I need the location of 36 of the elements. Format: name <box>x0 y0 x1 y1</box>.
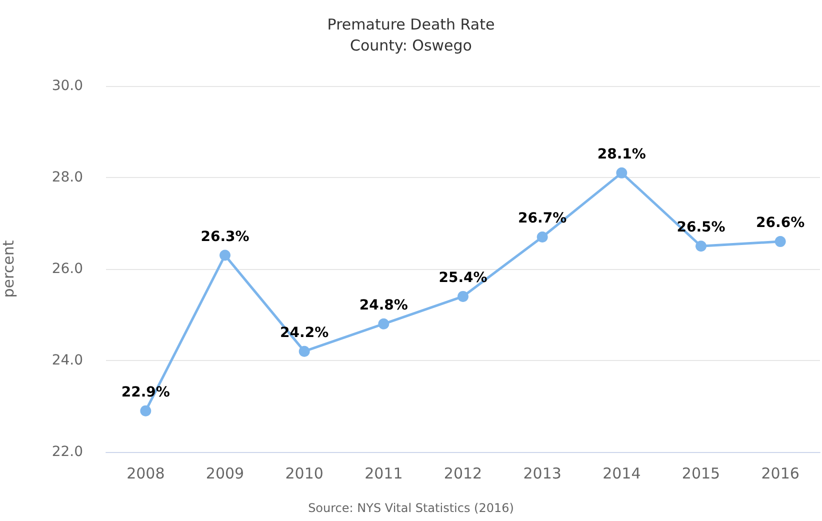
data-label: 26.7% <box>518 210 567 226</box>
data-label: 28.1% <box>597 146 646 162</box>
source-note: Source: NYS Vital Statistics (2016) <box>308 501 514 515</box>
point <box>616 167 628 178</box>
data-label: 25.4% <box>438 270 488 286</box>
data-label: 26.5% <box>676 220 726 236</box>
y-axis-title: percent <box>0 240 18 298</box>
point <box>696 240 706 252</box>
data-label: 26.3% <box>200 228 250 245</box>
x-tick-label: 2010 <box>285 464 324 482</box>
data-label: 26.6% <box>756 215 805 232</box>
point <box>458 290 468 302</box>
point <box>140 405 152 416</box>
data-label: 22.9% <box>121 384 170 400</box>
data-label: 24.2% <box>280 324 329 341</box>
y-tick-label: 26.0 <box>52 261 83 277</box>
chart-subtitle: County: Oswego <box>350 36 472 54</box>
point <box>220 250 230 261</box>
x-tick-label: 2011 <box>364 464 403 482</box>
x-tick-label: 2013 <box>523 464 562 482</box>
y-tick-label: 28.0 <box>52 170 83 186</box>
point <box>378 318 390 330</box>
point <box>774 236 786 248</box>
y-tick-label: 22.0 <box>52 444 83 460</box>
x-tick-label: 2016 <box>761 464 800 482</box>
x-tick-label: 2012 <box>444 464 482 482</box>
x-tick-label: 2009 <box>206 464 244 482</box>
x-tick-label: 2008 <box>126 464 165 482</box>
chart-title: Premature Death Rate <box>327 16 495 34</box>
point <box>298 346 310 357</box>
x-tick-label: 2015 <box>682 464 720 482</box>
y-tick-label: 30.0 <box>52 78 83 94</box>
point <box>536 231 548 242</box>
x-tick-label: 2014 <box>602 464 641 482</box>
y-tick-label: 24.0 <box>52 352 83 368</box>
data-label: 24.8% <box>359 297 408 314</box>
